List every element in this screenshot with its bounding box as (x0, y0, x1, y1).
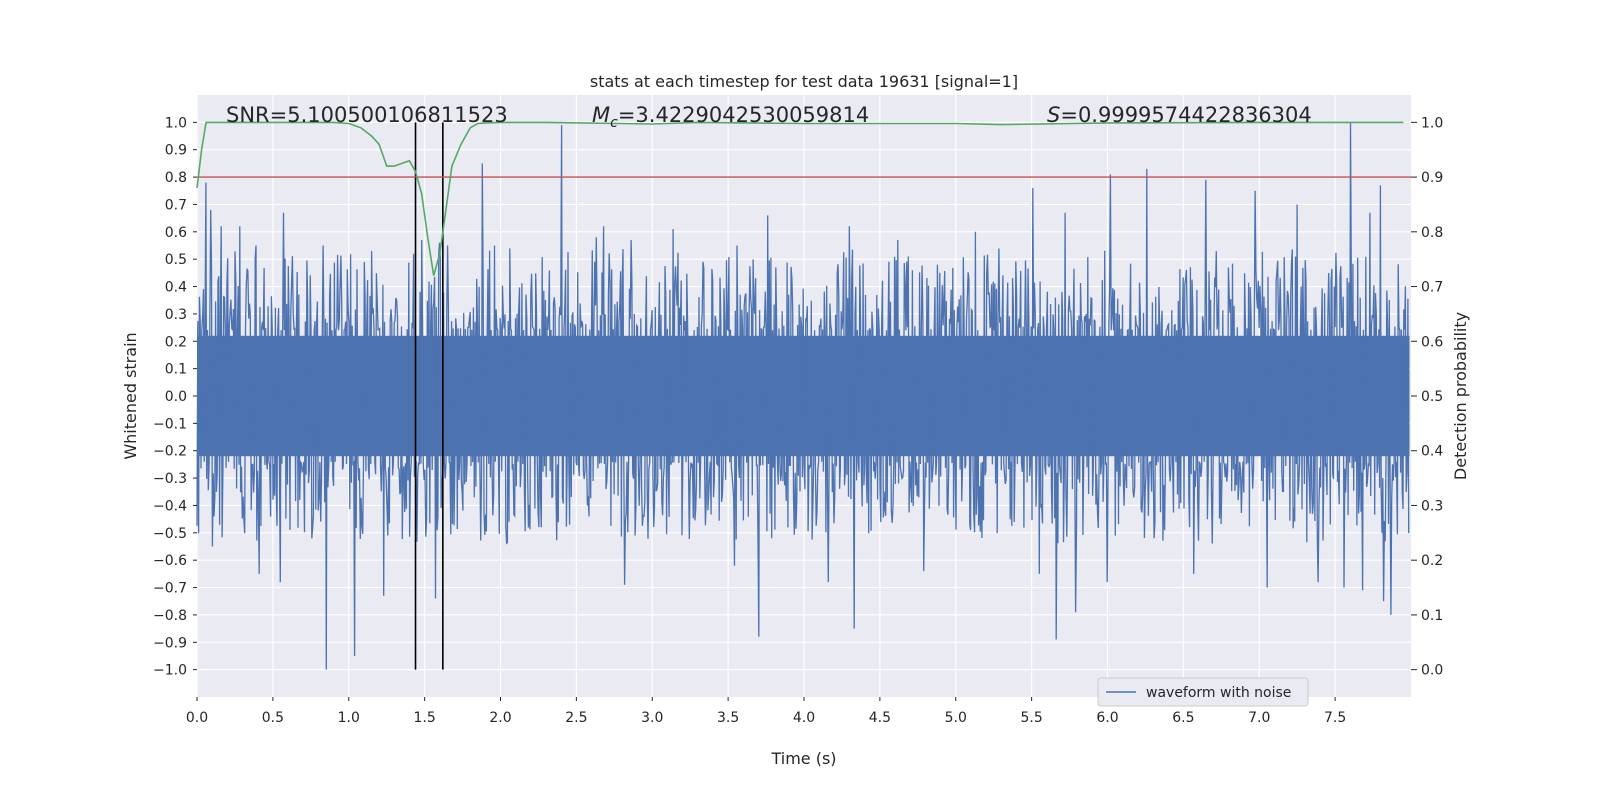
x-tick-label: 6.5 (1172, 710, 1194, 726)
y-tick-label: 0.1 (165, 362, 187, 378)
waveform-line (196, 122, 1410, 670)
y2-tick-label: 0.2 (1421, 553, 1443, 569)
y-tick-label: −0.2 (153, 444, 187, 460)
chart-title: stats at each timestep for test data 196… (590, 72, 1018, 91)
y-tick-label: 0.9 (165, 143, 187, 159)
snr-annotation: SNR=5.100500106811523 (226, 103, 508, 127)
score-annotation: S=0.9999574422836304 (1047, 103, 1312, 127)
x-tick-label: 5.0 (945, 710, 967, 726)
y-tick-label: −0.8 (153, 608, 187, 624)
x-tick-label: 4.0 (793, 710, 815, 726)
y-axis-label: Whitened strain (121, 332, 140, 459)
tick-labels: 0.0 0.5 1.0 1.5 2.0 2.5 3.0 3.5 4.0 4.5 5.0 5.5 6.0 6… (153, 115, 1443, 726)
x-tick-label: 5.5 (1020, 710, 1042, 726)
y2-tick-label: 0.4 (1421, 444, 1443, 460)
y-tick-label: 0.6 (165, 225, 187, 241)
y2-tick-label: 0.8 (1421, 225, 1443, 241)
y-tick-label: −0.3 (153, 471, 187, 487)
y2-tick-label: 0.0 (1421, 663, 1443, 679)
y-tick-label: 0.0 (165, 389, 187, 405)
y2-tick-label: 0.3 (1421, 498, 1443, 514)
x-tick-label: 0.0 (186, 710, 208, 726)
y-tick-label: −0.5 (153, 526, 187, 542)
x-tick-label: 4.5 (869, 710, 891, 726)
legend: waveform with noise (1097, 677, 1309, 707)
y-tick-label: −0.4 (153, 498, 187, 514)
y2-tick-label: 0.9 (1421, 170, 1443, 186)
y-tick-label: −0.9 (153, 635, 187, 651)
chirp-mass-annotation: Mc=3.4229042530059814 (592, 103, 869, 131)
legend-label: waveform with noise (1146, 685, 1291, 701)
y2-tick-label: 0.7 (1421, 280, 1443, 296)
x-tick-label: 3.0 (641, 710, 663, 726)
y-tick-label: 0.8 (165, 170, 187, 186)
x-axis-label: Time (s) (770, 749, 836, 768)
waveform-series (196, 122, 1410, 670)
x-tick-label: 7.5 (1324, 710, 1346, 726)
s-value: =0.9999574422836304 (1060, 103, 1311, 127)
y2-tick-label: 0.6 (1421, 334, 1443, 350)
x-tick-label: 7.0 (1248, 710, 1270, 726)
mc-subscript: c (610, 115, 618, 131)
x-tick-label: 2.0 (489, 710, 511, 726)
s-symbol: S (1047, 103, 1060, 127)
mc-symbol: M (592, 103, 610, 127)
y-tick-label: 0.5 (165, 252, 187, 268)
y-tick-label: −0.6 (153, 553, 187, 569)
y2-tick-label: 1.0 (1421, 115, 1443, 131)
y-tick-label: 1.0 (165, 115, 187, 131)
y-tick-label: 0.2 (165, 334, 187, 350)
x-tick-label: 2.5 (565, 710, 587, 726)
mc-value: =3.4229042530059814 (618, 103, 869, 127)
legend-box (1097, 677, 1309, 707)
y-tick-label: −0.7 (153, 581, 187, 597)
y2-axis-label: Detection probability (1451, 312, 1470, 480)
x-tick-label: 1.0 (338, 710, 360, 726)
y-tick-label: 0.4 (165, 280, 187, 296)
y-tick-label: −0.1 (153, 416, 187, 432)
x-tick-label: 1.5 (413, 710, 435, 726)
x-tick-label: 6.0 (1096, 710, 1118, 726)
y2-tick-label: 0.5 (1421, 389, 1443, 405)
y-tick-label: −1.0 (153, 663, 187, 679)
detection-probability-line (196, 121, 1404, 276)
x-tick-label: 3.5 (717, 710, 739, 726)
y-tick-label: 0.7 (165, 197, 187, 213)
y-tick-label: 0.3 (165, 307, 187, 323)
y2-tick-label: 0.1 (1421, 608, 1443, 624)
x-tick-label: 0.5 (262, 710, 284, 726)
overlay-lines (196, 121, 1411, 670)
